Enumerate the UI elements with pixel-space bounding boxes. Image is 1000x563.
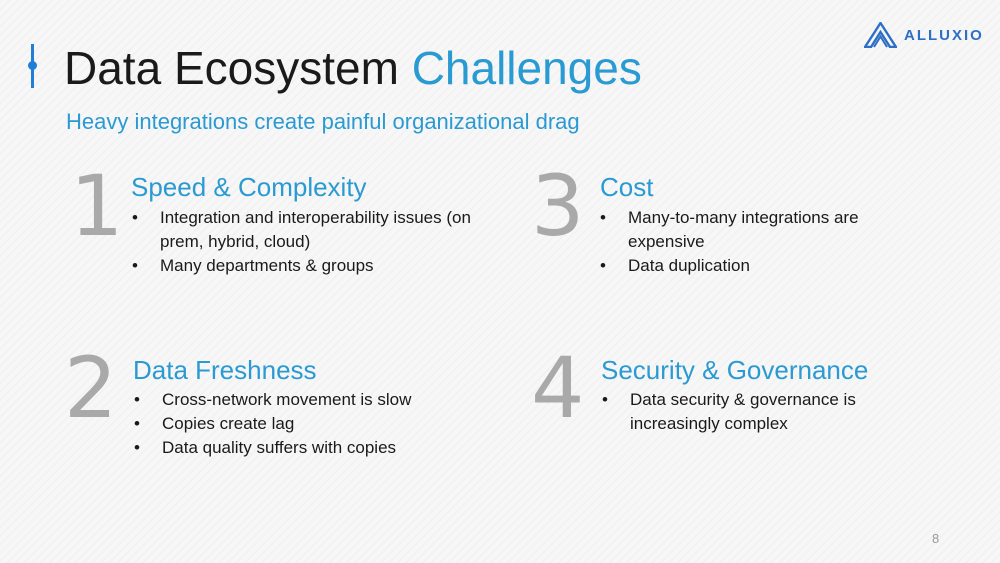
section-number: 4 [531,339,585,437]
section-title: Cost [600,172,654,202]
page-title-highlight: Challenges [411,42,642,94]
logo-text: ALLUXIO [904,26,984,44]
page-subtitle: Heavy integrations create painful organi… [66,109,580,134]
accent-dot [28,61,37,70]
alluxio-logo-icon [864,22,897,48]
bullet-list: Many-to-many integrations are expensive … [600,206,900,278]
bullet-item: Data quality suffers with copies [134,436,474,460]
section-title: Speed & Complexity [131,172,367,202]
bullet-item: Many departments & groups [132,254,477,278]
section-number: 1 [70,157,124,255]
bullet-item: Copies create lag [134,412,474,436]
section-title: Data Freshness [133,355,317,385]
bullet-item: Cross-network movement is slow [134,388,474,412]
bullet-list: Data security & governance is increasing… [602,388,887,436]
page-title-main: Data Ecosystem [64,42,399,94]
bullet-item: Many-to-many integrations are expensive [600,206,900,254]
section-number: 3 [531,157,585,255]
bullet-item: Data security & governance is increasing… [602,388,887,436]
bullet-item: Data duplication [600,254,900,278]
bullet-list: Integration and interoperability issues … [132,206,477,278]
page-number: 8 [932,531,940,546]
bullet-list: Cross-network movement is slow Copies cr… [134,388,474,460]
bullet-item: Integration and interoperability issues … [132,206,477,254]
page-title: Data Ecosystem Challenges [64,38,642,98]
section-number: 2 [64,339,118,437]
alluxio-logo: ALLUXIO [864,22,984,48]
section-title: Security & Governance [601,355,869,385]
